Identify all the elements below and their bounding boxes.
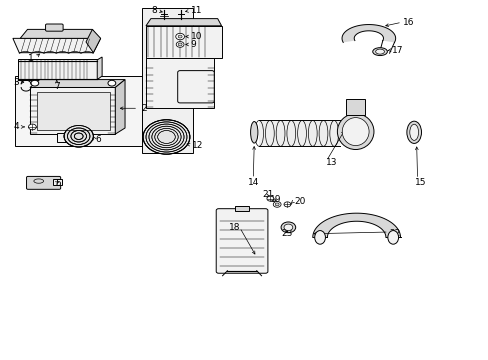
Polygon shape — [20, 30, 98, 39]
Polygon shape — [341, 24, 395, 42]
Bar — [259, 121, 339, 146]
Circle shape — [176, 41, 183, 47]
Text: 7: 7 — [54, 82, 60, 91]
Bar — [53, 179, 62, 185]
Text: 5: 5 — [55, 179, 61, 188]
Circle shape — [281, 222, 295, 233]
Text: 6: 6 — [96, 135, 102, 144]
Bar — [15, 76, 142, 146]
Polygon shape — [312, 213, 400, 237]
Text: 11: 11 — [190, 6, 202, 15]
Text: 20: 20 — [294, 197, 305, 206]
Bar — [146, 26, 221, 58]
Circle shape — [143, 120, 189, 154]
Circle shape — [64, 126, 93, 147]
Ellipse shape — [337, 114, 373, 149]
Ellipse shape — [342, 118, 368, 145]
Circle shape — [266, 196, 273, 201]
Bar — [142, 8, 193, 153]
Polygon shape — [13, 39, 101, 53]
Polygon shape — [97, 57, 102, 80]
Bar — [30, 87, 115, 134]
Bar — [234, 206, 249, 211]
Polygon shape — [146, 19, 221, 26]
Ellipse shape — [375, 49, 384, 54]
Polygon shape — [30, 80, 125, 87]
Ellipse shape — [314, 230, 325, 244]
FancyBboxPatch shape — [18, 59, 98, 80]
Circle shape — [178, 43, 182, 46]
Text: 4: 4 — [13, 122, 19, 131]
Text: 8: 8 — [151, 6, 157, 15]
Text: 18: 18 — [228, 223, 240, 232]
Text: 15: 15 — [414, 178, 426, 187]
Circle shape — [178, 35, 182, 38]
Bar — [57, 133, 88, 142]
Text: 3: 3 — [13, 78, 19, 87]
FancyBboxPatch shape — [216, 209, 267, 273]
Circle shape — [275, 203, 279, 206]
Ellipse shape — [372, 48, 386, 55]
Polygon shape — [115, 80, 125, 134]
Circle shape — [284, 202, 290, 207]
FancyBboxPatch shape — [177, 71, 214, 103]
Ellipse shape — [406, 121, 421, 143]
Text: 19: 19 — [269, 194, 281, 203]
Text: 9: 9 — [190, 40, 196, 49]
Ellipse shape — [250, 122, 257, 143]
Text: 22: 22 — [389, 229, 400, 238]
Circle shape — [273, 202, 281, 207]
Circle shape — [28, 124, 36, 130]
Text: 10: 10 — [190, 32, 202, 41]
Text: 13: 13 — [326, 158, 337, 167]
Text: 12: 12 — [191, 141, 203, 150]
Bar — [37, 92, 110, 130]
Circle shape — [108, 80, 116, 86]
Ellipse shape — [387, 230, 398, 244]
Text: 14: 14 — [247, 178, 259, 187]
Circle shape — [175, 33, 184, 40]
Text: 21: 21 — [262, 190, 273, 199]
Text: 1: 1 — [28, 54, 34, 63]
Polygon shape — [86, 30, 101, 53]
Text: 16: 16 — [402, 18, 414, 27]
Circle shape — [284, 224, 292, 230]
Circle shape — [31, 80, 39, 86]
Bar — [146, 58, 214, 108]
Text: 17: 17 — [391, 46, 403, 55]
FancyBboxPatch shape — [26, 176, 61, 189]
Text: 2: 2 — [141, 104, 146, 113]
FancyBboxPatch shape — [45, 24, 63, 31]
Ellipse shape — [409, 124, 418, 140]
Text: 23: 23 — [281, 229, 292, 238]
Bar — [345, 99, 365, 116]
